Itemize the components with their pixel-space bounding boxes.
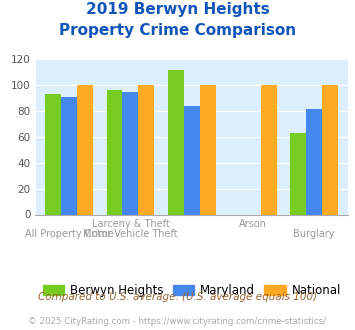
Bar bbox=[106, 90, 122, 214]
Bar bbox=[122, 92, 138, 214]
Bar bbox=[322, 85, 338, 214]
Text: Arson: Arson bbox=[239, 219, 267, 229]
Bar bbox=[261, 85, 277, 214]
Bar bbox=[138, 85, 154, 214]
Text: All Property Crime: All Property Crime bbox=[25, 229, 114, 239]
Text: Compared to U.S. average. (U.S. average equals 100): Compared to U.S. average. (U.S. average … bbox=[38, 292, 317, 302]
Bar bbox=[77, 85, 93, 214]
Text: Property Crime Comparison: Property Crime Comparison bbox=[59, 23, 296, 38]
Bar bbox=[306, 109, 322, 214]
Bar bbox=[184, 106, 200, 214]
Text: Burglary: Burglary bbox=[294, 229, 335, 239]
Text: Motor Vehicle Theft: Motor Vehicle Theft bbox=[83, 229, 178, 239]
Bar bbox=[290, 133, 306, 214]
Text: 2019 Berwyn Heights: 2019 Berwyn Heights bbox=[86, 2, 269, 16]
Legend: Berwyn Heights, Maryland, National: Berwyn Heights, Maryland, National bbox=[38, 279, 345, 302]
Bar bbox=[61, 97, 77, 214]
Bar bbox=[168, 70, 184, 214]
Text: Larceny & Theft: Larceny & Theft bbox=[92, 219, 169, 229]
Bar bbox=[45, 94, 61, 214]
Bar bbox=[200, 85, 215, 214]
Text: © 2025 CityRating.com - https://www.cityrating.com/crime-statistics/: © 2025 CityRating.com - https://www.city… bbox=[28, 317, 327, 326]
